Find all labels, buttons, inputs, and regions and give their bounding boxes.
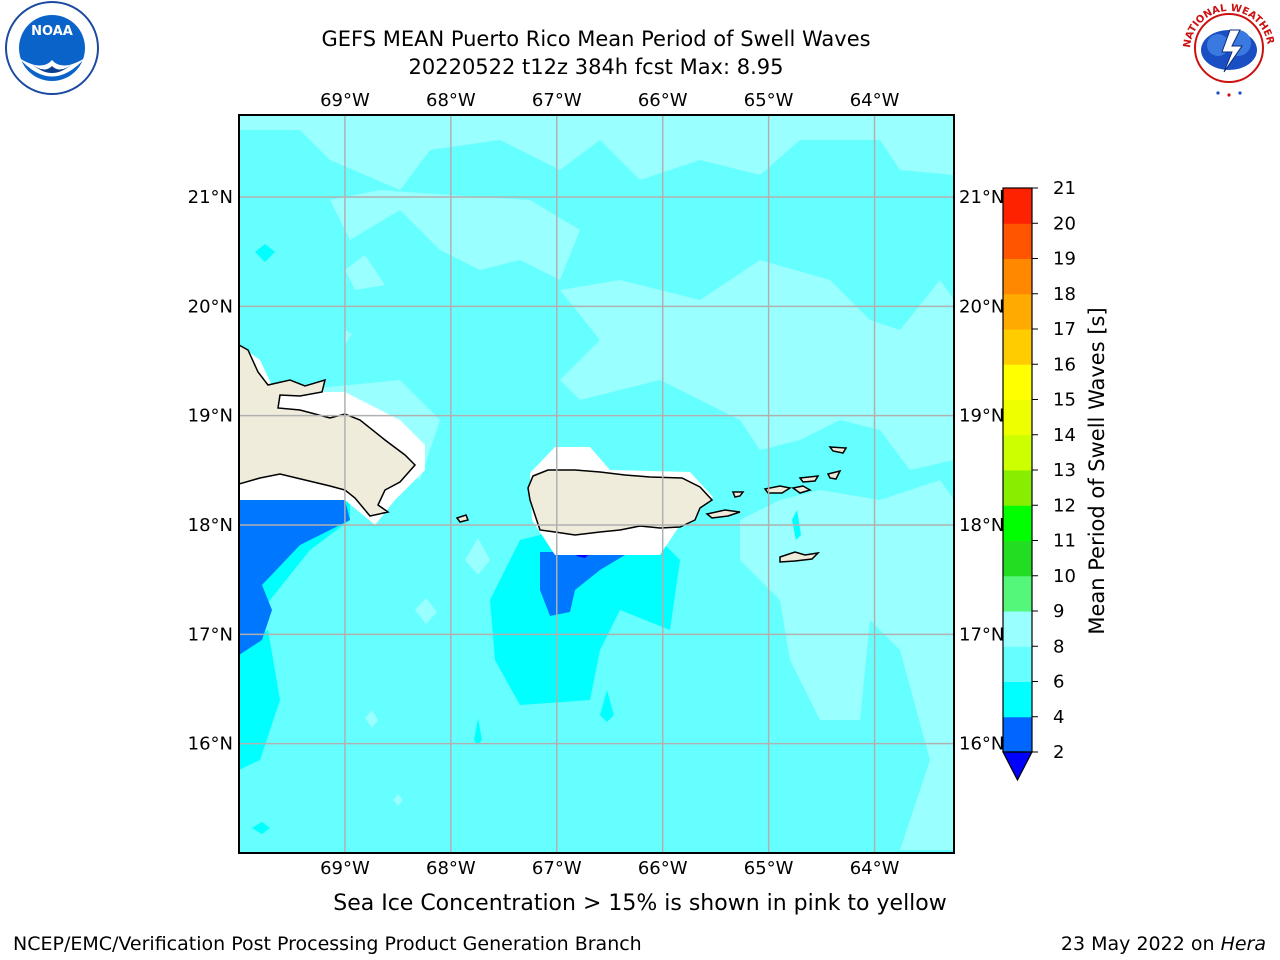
lon-label-top: 69°W [320,90,370,111]
noaa-logo: NOAA [5,1,99,95]
lat-label-right: 19°N [959,406,1004,427]
colorbar-tick-label: 16 [1053,354,1076,375]
colorbar-tick-label: 2 [1053,742,1064,763]
lon-label-bottom: 66°W [638,858,688,879]
colorbar-tick-label: 19 [1053,249,1076,270]
mona-island [455,514,470,523]
colorbar-segment [1003,364,1032,400]
colorbar-extend-arrow [1002,751,1033,782]
lon-label-top: 68°W [426,90,476,111]
lon-label-bottom: 65°W [744,858,794,879]
lon-label-bottom: 64°W [850,858,900,879]
colorbar-segment [1003,646,1032,682]
lat-label-right: 16°N [959,734,1004,755]
colorbar-tick-label: 14 [1053,425,1076,446]
lon-label-top: 64°W [850,90,900,111]
culebra-island [731,491,745,498]
lat-labels-right: 21°N 20°N 19°N 18°N 17°N 16°N [959,187,1004,755]
lon-labels-bottom: 69°W 68°W 67°W 66°W 65°W 64°W [320,858,900,879]
graticule [239,115,954,853]
lat-label-left: 20°N [188,296,233,317]
footer-date-text: 23 May 2022 on [1060,933,1221,955]
colorbar-tick-label: 18 [1053,284,1076,305]
colorbar-segment [1003,611,1032,647]
lat-label-left: 16°N [188,734,233,755]
st-croix-island [779,551,821,563]
footer-credit: NCEP/EMC/Verification Post Processing Pr… [13,933,642,955]
colorbar-tick-label: 15 [1053,390,1076,411]
lon-label-top: 65°W [744,90,794,111]
lon-label-bottom: 68°W [426,858,476,879]
colorbar-segment [1003,223,1032,259]
lat-label-right: 17°N [959,624,1004,645]
lon-label-top: 67°W [532,90,582,111]
colorbar-segment [1003,470,1032,506]
colorbar-tick-label: 21 [1053,178,1076,199]
colorbar: 2 4 6 8 9 10 11 12 13 14 15 16 17 18 19 20 21 [1002,178,1076,782]
sea-ice-note: Sea Ice Concentration > 15% is shown in … [333,891,947,916]
lat-label-right: 18°N [959,515,1004,536]
noaa-text: NOAA [31,24,73,39]
footer-date: 23 May 2022 on Hera [1061,933,1266,955]
lon-label-bottom: 67°W [532,858,582,879]
colorbar-tick-label: 20 [1053,213,1076,234]
lat-label-left: 18°N [188,515,233,536]
lat-label-left: 17°N [188,624,233,645]
colorbar-segment [1003,575,1032,612]
colorbar-tick-label: 17 [1053,319,1076,340]
nws-logo: NATIONAL WEATHER SERVICE [1178,0,1276,97]
chart-title: GEFS MEAN Puerto Rico Mean Period of Swe… [321,27,871,51]
colorbar-tick-label: 6 [1053,672,1064,693]
land-areas [239,344,848,563]
colorbar-segment [1003,681,1032,718]
tortola-island [798,475,820,483]
colorbar-segment [1003,716,1032,753]
colorbar-segment [1003,399,1032,436]
lat-labels-left: 21°N 20°N 19°N 18°N 17°N 16°N [188,187,233,755]
colorbar-segment [1003,329,1032,365]
hispaniola-land [239,344,417,517]
lat-label-right: 21°N [959,187,1004,208]
colorbar-segment [1003,258,1032,295]
colorbar-tick-label: 11 [1053,531,1076,552]
map-area [239,115,954,853]
anegada-island [828,446,848,454]
chart-subtitle: 20220522 t12z 384h fcst Max: 8.95 [408,55,784,79]
map-frame [238,114,955,854]
virgin-gorda-island [826,469,842,480]
vieques-island [705,509,741,519]
footer-host: Hera [1220,933,1266,955]
colorbar-label: Mean Period of Swell Waves [s] [1085,307,1109,635]
colorbar-tick-label: 4 [1053,707,1064,728]
lat-label-left: 19°N [188,406,233,427]
colorbar-segment [1003,188,1032,224]
colorbar-segment [1003,293,1032,330]
st-thomas-island [763,485,792,494]
colorbar-tick-label: 12 [1053,495,1076,516]
colorbar-tick-label: 8 [1053,636,1064,657]
colorbar-segment [1003,434,1032,471]
lon-label-bottom: 69°W [320,858,370,879]
lat-label-right: 20°N [959,296,1004,317]
colorbar-segment [1003,505,1032,541]
colorbar-tick-label: 9 [1053,601,1064,622]
lat-label-left: 21°N [188,187,233,208]
st-john-island [791,485,812,494]
colorbar-segment [1003,540,1032,577]
lon-label-top: 66°W [638,90,688,111]
colorbar-tick-label: 13 [1053,460,1076,481]
colorbar-tick-label: 10 [1053,566,1076,587]
lon-labels-top: 69°W 68°W 67°W 66°W 65°W 64°W [320,90,900,111]
